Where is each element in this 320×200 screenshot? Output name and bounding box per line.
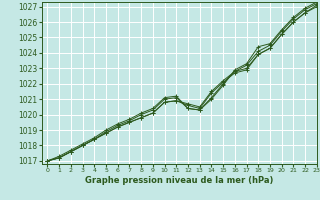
X-axis label: Graphe pression niveau de la mer (hPa): Graphe pression niveau de la mer (hPa) — [85, 176, 273, 185]
